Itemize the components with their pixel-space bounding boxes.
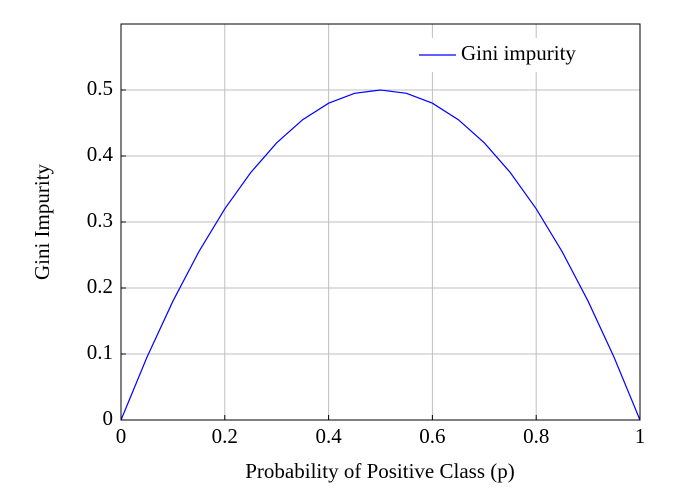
line-series xyxy=(120,89,641,421)
y-tick-label: 0.5 xyxy=(87,76,113,100)
x-tick-label: 0.2 xyxy=(212,424,238,448)
x-tick-label: 0.8 xyxy=(523,424,549,448)
x-tick-label: 1 xyxy=(635,424,646,448)
x-tick-label: 0 xyxy=(116,424,127,448)
y-tick-label: 0.4 xyxy=(87,142,114,166)
x-tick-label: 0.6 xyxy=(419,424,445,448)
y-tick-label: 0.2 xyxy=(87,274,113,298)
x-tick-label: 0.4 xyxy=(315,424,342,448)
legend-label: Gini impurity xyxy=(461,41,576,65)
y-tick-label: 0.1 xyxy=(87,340,113,364)
y-tick-label: 0 xyxy=(103,406,114,430)
plot-frame xyxy=(120,23,641,421)
x-axis-label: Probability of Positive Class (p) xyxy=(245,459,515,483)
y-tick-label: 0.3 xyxy=(87,208,113,232)
y-axis-label: Gini Impurity xyxy=(30,163,54,280)
